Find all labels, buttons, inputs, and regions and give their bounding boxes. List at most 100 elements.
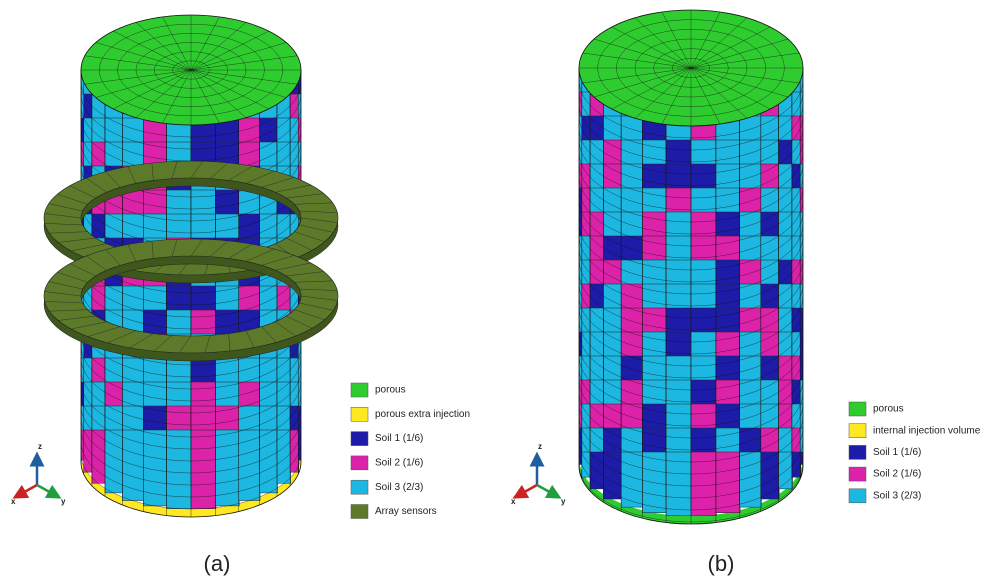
mesh-line bbox=[286, 193, 324, 199]
mesh-line bbox=[129, 333, 154, 349]
mesh-line bbox=[81, 381, 301, 438]
mesh-line bbox=[579, 403, 803, 463]
mesh-line bbox=[190, 239, 203, 257]
soil-cell bbox=[603, 451, 622, 500]
soil-cell bbox=[791, 451, 801, 478]
mesh-line bbox=[228, 243, 253, 259]
mesh-line bbox=[579, 379, 803, 439]
legend-label: Soil 2 (1/6) bbox=[375, 458, 423, 469]
mesh-line bbox=[228, 333, 231, 351]
mesh-line bbox=[58, 237, 96, 243]
mesh-line bbox=[690, 67, 771, 110]
mesh-line bbox=[190, 69, 247, 118]
mesh-line bbox=[204, 335, 211, 353]
mesh-line bbox=[579, 115, 803, 175]
mesh-line bbox=[153, 335, 173, 352]
mesh-line bbox=[81, 321, 301, 378]
soil-cell bbox=[83, 429, 93, 473]
mesh-line bbox=[81, 393, 301, 450]
mesh-line bbox=[579, 211, 803, 271]
mesh-line bbox=[162, 16, 192, 71]
mesh-line bbox=[71, 321, 107, 330]
mesh-line bbox=[690, 38, 789, 69]
soil-cell bbox=[259, 429, 278, 494]
mesh-line bbox=[579, 151, 803, 211]
mesh-line bbox=[579, 187, 803, 247]
mesh-line bbox=[690, 67, 800, 84]
mesh-line bbox=[81, 81, 301, 138]
mesh-line bbox=[135, 22, 192, 71]
mesh-line bbox=[286, 237, 313, 251]
legend-label: Soil 1 (1/6) bbox=[873, 447, 921, 458]
cylinder bbox=[578, 9, 804, 525]
mesh-line bbox=[107, 330, 137, 344]
mesh-line bbox=[286, 271, 324, 277]
mesh-line bbox=[661, 11, 692, 69]
mesh-line bbox=[579, 163, 803, 223]
mesh-line bbox=[294, 231, 325, 242]
legend-swatch bbox=[848, 488, 867, 504]
mesh-line bbox=[579, 271, 803, 331]
mesh-line bbox=[71, 243, 107, 252]
legend-label: porous bbox=[375, 385, 406, 396]
mesh-line bbox=[275, 321, 296, 337]
mesh-line bbox=[579, 259, 803, 319]
mesh-line bbox=[690, 67, 748, 119]
mesh-line bbox=[81, 441, 301, 498]
legend-label: Soil 1 (1/6) bbox=[375, 433, 423, 444]
mesh-line bbox=[299, 210, 338, 213]
mesh-line bbox=[171, 161, 178, 179]
mesh-line bbox=[228, 165, 253, 181]
mesh-line bbox=[44, 213, 82, 219]
legend-label: Soil 2 (1/6) bbox=[873, 469, 921, 480]
legend-label: Array sensors bbox=[375, 506, 437, 517]
mesh-line bbox=[245, 170, 275, 184]
axis-label: z bbox=[38, 442, 42, 451]
mesh-line bbox=[579, 391, 803, 451]
mesh-line bbox=[579, 175, 803, 235]
mesh-line bbox=[105, 171, 121, 188]
mesh-line bbox=[579, 319, 803, 379]
mesh-line bbox=[190, 69, 220, 124]
mesh-line bbox=[275, 184, 311, 193]
axis-arrow bbox=[536, 483, 562, 499]
mesh-line bbox=[690, 17, 748, 69]
mesh-line bbox=[190, 69, 287, 98]
axis-arrow bbox=[36, 483, 62, 499]
mesh-line bbox=[49, 309, 88, 312]
axis-arrow bbox=[512, 483, 538, 499]
mesh-line bbox=[48, 203, 83, 212]
mesh-line bbox=[86, 177, 107, 193]
soil-cell bbox=[215, 429, 240, 507]
mesh-line bbox=[593, 38, 692, 69]
mesh-line bbox=[579, 127, 803, 187]
mesh-line bbox=[661, 67, 692, 125]
mesh-line bbox=[579, 247, 803, 307]
mesh-line bbox=[690, 11, 721, 69]
legend-swatch bbox=[848, 466, 867, 482]
outline bbox=[80, 70, 302, 518]
mesh-line bbox=[57, 194, 88, 205]
mesh-line bbox=[611, 26, 692, 69]
mesh-line bbox=[190, 42, 287, 71]
mesh-line bbox=[81, 333, 301, 390]
legend-swatch bbox=[350, 382, 369, 398]
mesh-line bbox=[113, 69, 192, 110]
soil-cell bbox=[143, 429, 168, 507]
mesh-line bbox=[81, 429, 301, 486]
mesh-line bbox=[579, 415, 803, 475]
mesh-line bbox=[294, 309, 325, 320]
mesh-line bbox=[171, 239, 178, 257]
mesh-line bbox=[261, 255, 295, 266]
axis-label: y bbox=[561, 497, 566, 506]
mesh-line bbox=[299, 302, 334, 311]
mesh-line bbox=[151, 241, 154, 259]
mesh-line bbox=[81, 141, 301, 198]
outline bbox=[578, 68, 804, 525]
cylinder-side bbox=[579, 68, 803, 524]
mesh-line bbox=[84, 69, 192, 85]
mesh-line bbox=[44, 301, 83, 304]
mesh-line bbox=[58, 315, 96, 321]
axis-label: x bbox=[511, 497, 516, 506]
